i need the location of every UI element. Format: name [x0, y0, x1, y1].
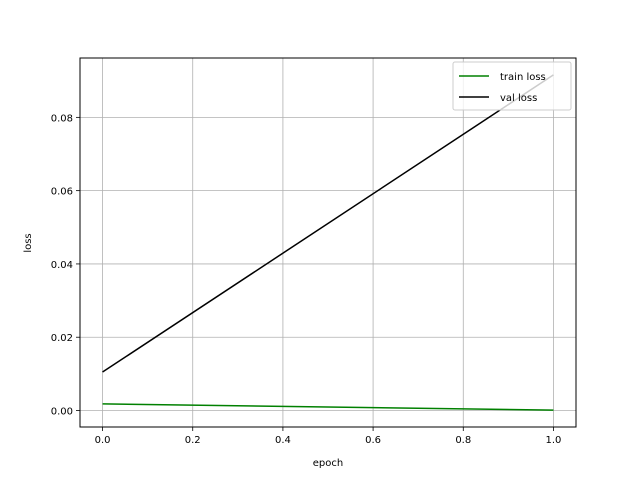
grid: [80, 58, 576, 427]
y-axis-label: loss: [23, 233, 34, 252]
y-tick-label: 0.06: [51, 187, 73, 198]
x-axis-label: epoch: [313, 458, 343, 469]
series-line-1: [102, 74, 554, 373]
legend-box: [452, 61, 572, 111]
x-tick-label: 0.6: [365, 435, 381, 446]
legend-label: val loss: [500, 93, 537, 104]
x-tick-label: 0.2: [185, 435, 201, 446]
x-tick-label: 1.0: [546, 435, 562, 446]
y-tick-label: 0.04: [51, 260, 73, 271]
series-lines: [102, 74, 554, 411]
y-tick-label: 0.02: [51, 333, 73, 344]
x-tick-label: 0.4: [275, 435, 291, 446]
legend: train loss val loss: [452, 61, 572, 111]
y-tick-label: 0.08: [51, 113, 73, 124]
y-tick-label: 0.00: [51, 407, 73, 418]
legend-label: train loss: [500, 72, 546, 83]
series-line-0: [102, 403, 554, 411]
y-axis-ticks: 0.00 0.02 0.04 0.06 0.08: [51, 113, 80, 418]
x-axis-ticks: 0.0 0.2 0.4 0.6 0.8 1.0: [95, 427, 562, 446]
x-tick-label: 0.0: [95, 435, 111, 446]
x-tick-label: 0.8: [455, 435, 471, 446]
plot-frame: [79, 57, 577, 428]
